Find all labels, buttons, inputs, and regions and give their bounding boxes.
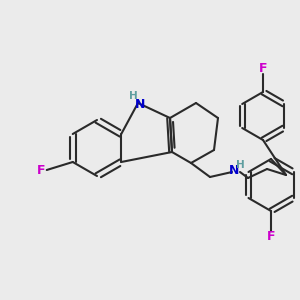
Text: H: H (236, 160, 244, 170)
Text: F: F (37, 164, 45, 178)
Text: F: F (259, 62, 267, 76)
Text: N: N (135, 98, 145, 110)
Text: F: F (267, 230, 275, 242)
Text: N: N (229, 164, 239, 178)
Text: H: H (129, 91, 137, 101)
